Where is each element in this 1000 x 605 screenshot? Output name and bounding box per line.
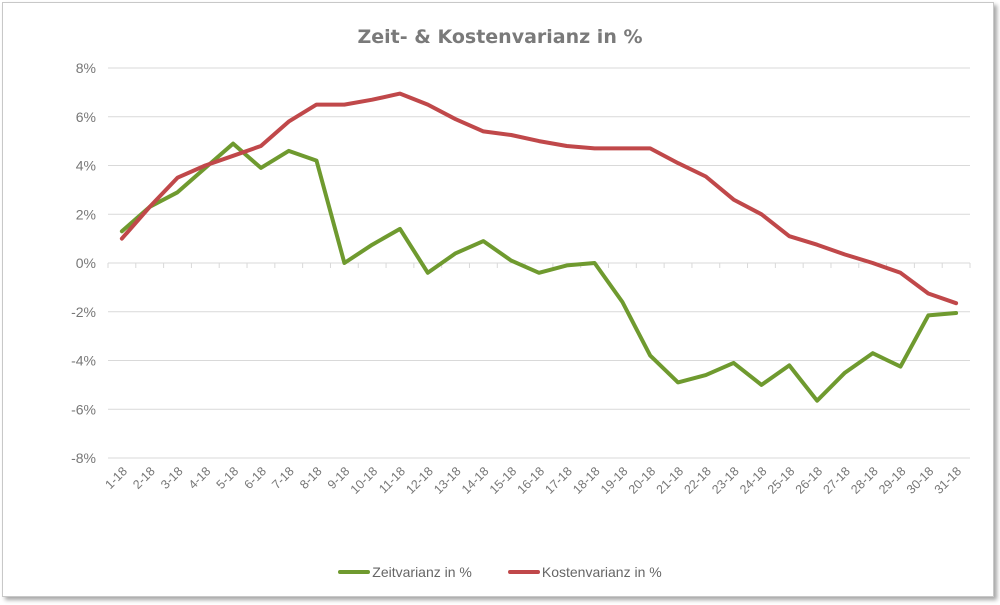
legend-swatch-green [338, 570, 371, 574]
x-tick-label: 23-18 [709, 464, 742, 497]
x-tick-label: 4-18 [186, 464, 214, 492]
x-tick-label: 18-18 [570, 464, 603, 497]
x-tick-label: 2-18 [130, 464, 158, 492]
y-tick-label: 4% [76, 158, 96, 174]
chart-frame [2, 2, 994, 597]
x-tick-label: 30-18 [904, 464, 937, 497]
x-tick-label: 6-18 [241, 464, 269, 492]
x-tick-label: 24-18 [737, 464, 770, 497]
x-tick-label: 15-18 [487, 464, 520, 497]
x-tick-label: 25-18 [765, 464, 798, 497]
x-tick-label: 1-18 [102, 464, 130, 492]
x-tick-label: 20-18 [626, 464, 659, 497]
x-tick-label: 10-18 [348, 464, 381, 497]
y-tick-label: 2% [76, 206, 96, 222]
x-tick-label: 14-18 [459, 464, 492, 497]
x-tick-label: 31-18 [932, 464, 965, 497]
y-tick-label: 8% [76, 60, 96, 76]
x-tick-label: 8-18 [297, 464, 325, 492]
series-line-zeitvarianz [119, 141, 959, 403]
x-tick-label: 22-18 [681, 464, 714, 497]
y-tick-label: -8% [71, 450, 96, 466]
series-line-kostenvarianz [119, 91, 959, 306]
series-lines [119, 91, 959, 403]
legend-item-kostenvarianz: Kostenvarianz in % [507, 564, 662, 580]
x-tick-label: 27-18 [820, 464, 853, 497]
x-tick-label: 28-18 [848, 464, 881, 497]
x-tick-label: 5-18 [214, 464, 242, 492]
x-tick-label: 3-18 [158, 464, 186, 492]
x-tick-label: 29-18 [876, 464, 909, 497]
legend-label: Kostenvarianz in % [541, 564, 662, 580]
y-tick-label: 0% [76, 255, 96, 271]
legend-item-zeitvarianz: Zeitvarianz in % [338, 564, 472, 580]
x-tick-label: 17-18 [542, 464, 575, 497]
x-tick-label: 21-18 [654, 464, 687, 497]
y-tick-label: -6% [71, 401, 96, 417]
legend: Zeitvarianz in % Kostenvarianz in % [0, 564, 1000, 580]
x-tick-label: 16-18 [515, 464, 548, 497]
x-tick-label: 13-18 [431, 464, 464, 497]
chart-title: Zeit- & Kostenvarianz in % [357, 26, 643, 48]
x-tick-label: 7-18 [269, 464, 297, 492]
x-axis-labels: 1-18 2-18 3-18 4-18 5-18 6-18 7-18 8-18 9-1810-1… [102, 464, 964, 497]
legend-label: Zeitvarianz in % [372, 564, 472, 580]
y-axis-labels: 8% 6% 4% 2% 0% -2% -4% -6% -8% [71, 60, 96, 466]
x-tick-label: 19-18 [598, 464, 631, 497]
x-tick-label: 26-18 [793, 464, 826, 497]
legend-swatch-red [507, 570, 540, 574]
x-tick-label: 11-18 [376, 464, 408, 496]
y-tick-label: -2% [71, 304, 96, 320]
y-tick-label: -4% [71, 353, 96, 369]
gridlines [107, 67, 971, 459]
y-tick-label: 6% [76, 109, 96, 125]
x-tick-label: 12-18 [403, 464, 436, 497]
